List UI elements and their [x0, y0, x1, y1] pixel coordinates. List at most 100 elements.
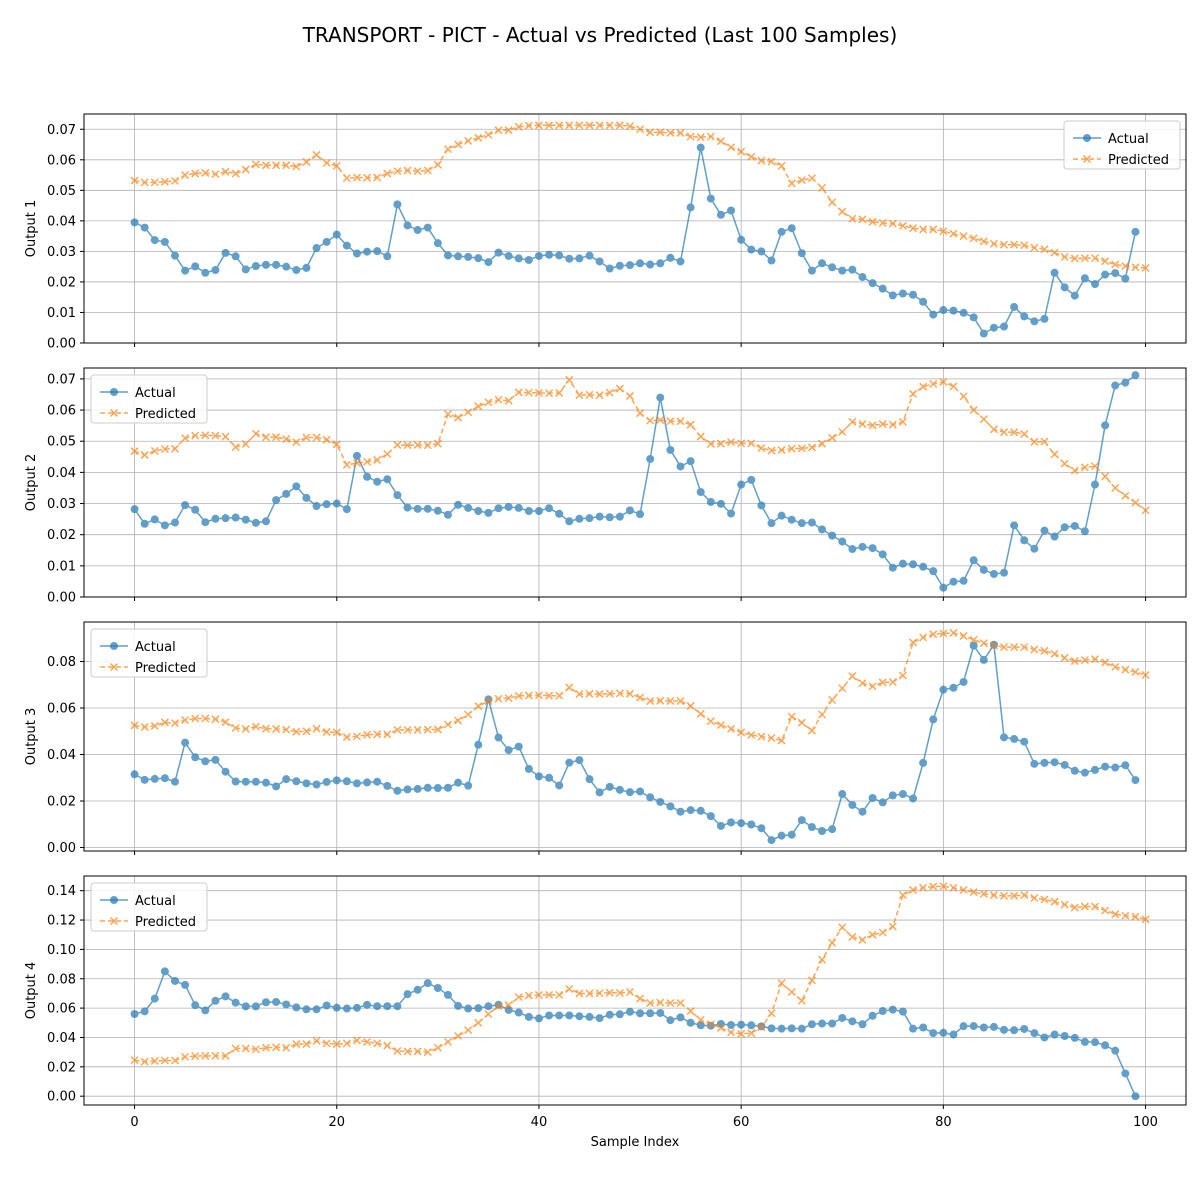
- data-point-actual: [767, 256, 776, 265]
- data-point-predicted: [1131, 498, 1140, 507]
- data-point-predicted: [1050, 649, 1059, 658]
- data-point-predicted: [625, 392, 634, 401]
- data-point-predicted: [656, 416, 665, 425]
- data-point-actual: [1091, 765, 1100, 774]
- y-axis-label: Output 1: [24, 200, 39, 258]
- data-point-actual: [403, 503, 412, 512]
- data-point-actual: [514, 254, 523, 263]
- data-point-actual: [423, 979, 432, 988]
- data-point-predicted: [777, 161, 786, 170]
- legend: Actual Predicted: [90, 374, 208, 424]
- y-tick-label: 0.05: [47, 435, 76, 450]
- data-point-actual: [484, 695, 493, 704]
- y-tick-label: 0.10: [47, 943, 76, 958]
- data-point-predicted: [150, 446, 159, 455]
- data-point-actual: [534, 251, 543, 260]
- data-point-actual: [251, 518, 260, 527]
- data-point-predicted: [534, 691, 543, 700]
- y-tick-label: 0.03: [47, 245, 76, 260]
- data-point-predicted: [555, 388, 564, 397]
- data-point-predicted: [403, 725, 412, 734]
- data-point-predicted: [929, 630, 938, 639]
- data-point-predicted: [1020, 430, 1029, 439]
- data-point-predicted: [716, 1023, 725, 1032]
- data-point-actual: [423, 223, 432, 232]
- data-point-predicted: [868, 217, 877, 226]
- data-point-predicted: [555, 121, 564, 130]
- data-point-predicted: [999, 428, 1009, 437]
- data-point-predicted: [373, 455, 382, 464]
- data-point-predicted: [908, 885, 918, 894]
- data-point-predicted: [767, 157, 776, 166]
- data-point-actual: [201, 518, 210, 527]
- data-point-predicted: [272, 433, 281, 442]
- data-point-predicted: [716, 137, 725, 146]
- data-point-predicted: [676, 417, 685, 426]
- data-point-predicted: [615, 384, 624, 393]
- data-point-actual: [939, 583, 948, 592]
- data-point-actual: [130, 1009, 139, 1018]
- data-point-predicted: [757, 1023, 766, 1032]
- data-point-actual: [555, 1011, 564, 1020]
- data-point-predicted: [1141, 263, 1150, 272]
- data-point-actual: [443, 783, 452, 792]
- y-tick-label: 0.05: [47, 184, 76, 199]
- data-point-actual: [464, 781, 473, 790]
- data-point-predicted: [1121, 911, 1130, 920]
- data-point-predicted: [191, 169, 200, 178]
- data-point-actual: [130, 770, 139, 779]
- data-point-actual: [170, 976, 179, 985]
- data-point-actual: [605, 264, 614, 273]
- data-point-predicted: [524, 121, 533, 130]
- data-point-actual: [959, 308, 968, 317]
- data-point-predicted: [615, 121, 624, 130]
- data-point-actual: [615, 512, 624, 521]
- data-point-actual: [676, 1013, 685, 1022]
- data-point-predicted: [474, 402, 483, 411]
- data-point-predicted: [130, 176, 139, 185]
- data-point-predicted: [818, 183, 827, 192]
- data-point-actual: [575, 254, 584, 263]
- data-point-actual: [929, 310, 938, 319]
- series-actual: [130, 640, 1140, 845]
- data-point-actual: [484, 258, 493, 267]
- data-point-predicted: [363, 1037, 372, 1046]
- data-point-actual: [767, 519, 776, 528]
- data-point-actual: [666, 1016, 675, 1025]
- data-point-actual: [140, 775, 149, 784]
- data-point-predicted: [201, 714, 210, 723]
- x-tick-label: 0: [130, 1115, 138, 1130]
- data-point-actual: [443, 510, 452, 519]
- legend-label: Predicted: [135, 661, 196, 676]
- data-point-actual: [818, 259, 827, 268]
- data-point-actual: [676, 257, 685, 266]
- legend-item-predicted: Predicted: [100, 407, 196, 422]
- data-point-actual: [403, 221, 412, 230]
- x-tick-label: 20: [328, 1115, 345, 1130]
- data-point-predicted: [919, 382, 928, 391]
- data-point-predicted: [302, 433, 311, 442]
- data-point-predicted: [777, 736, 786, 745]
- data-point-predicted: [433, 725, 442, 734]
- data-point-actual: [241, 1002, 250, 1011]
- data-point-actual: [888, 563, 897, 572]
- data-point-actual: [302, 263, 311, 272]
- series-line-predicted: [134, 632, 1146, 742]
- data-point-predicted: [656, 128, 665, 137]
- data-point-actual: [443, 990, 452, 999]
- series-actual: [130, 967, 1140, 1101]
- data-point-actual: [1020, 312, 1029, 321]
- y-axis-label: Output 2: [24, 454, 39, 512]
- data-point-actual: [929, 1029, 938, 1038]
- data-point-predicted: [191, 431, 200, 440]
- data-point-actual: [838, 1013, 847, 1022]
- y-tick-label: 0.04: [47, 466, 76, 481]
- legend-item-actual: Actual: [100, 640, 176, 655]
- data-point-actual: [150, 515, 159, 524]
- data-point-predicted: [706, 717, 715, 726]
- subplot-output-4: 0.00 0.02 0.04 0.06 0.08 0.10 0.12 0.14 0 20 40 60 8…: [24, 875, 1187, 1150]
- data-point-predicted: [484, 1009, 493, 1019]
- data-point-predicted: [1040, 646, 1049, 655]
- data-point-predicted: [1111, 662, 1120, 671]
- data-point-predicted: [545, 990, 554, 999]
